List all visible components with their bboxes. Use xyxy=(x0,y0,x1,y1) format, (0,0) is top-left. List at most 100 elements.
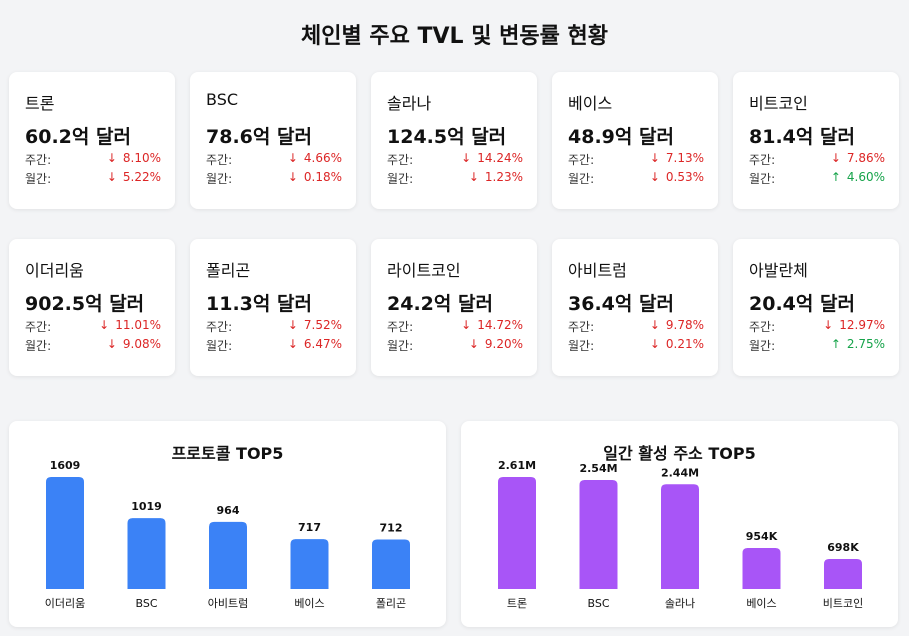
monthly-label: 월간: xyxy=(387,172,414,186)
weekly-change: ↓ 14.24% xyxy=(461,151,523,167)
monthly-change-row: 월간: ↓ 0.21% xyxy=(568,337,704,353)
monthly-change-row: 월간: ↓ 9.20% xyxy=(387,337,523,353)
weekly-change-row: 주간: ↓ 9.78% xyxy=(568,318,704,334)
weekly-change: ↓ 4.66% xyxy=(288,151,342,167)
bar-value-label: 698K xyxy=(827,541,859,554)
weekly-change-pct: 7.52% xyxy=(303,318,342,332)
bar xyxy=(498,477,536,589)
monthly-change: ↓ 9.20% xyxy=(469,337,523,353)
bar xyxy=(209,521,247,589)
monthly-change-row: 월간: ↓ 0.53% xyxy=(568,170,704,186)
monthly-change-pct: 0.21% xyxy=(665,337,704,351)
monthly-change-pct: 0.53% xyxy=(665,170,704,184)
tvl-value: 24.2억 달러 xyxy=(387,293,493,315)
chart-title: 일간 활성 주소 TOP5 xyxy=(603,444,756,463)
chain-card: 아발란체 20.4억 달러 주간: ↓ 12.97% 월간: ↑ 2.75% xyxy=(733,239,899,376)
bar-value-label: 1019 xyxy=(131,500,162,513)
weekly-change: ↓ 8.10% xyxy=(107,151,161,167)
weekly-change-pct: 4.66% xyxy=(303,151,342,165)
weekly-label: 주간: xyxy=(749,320,776,334)
bar-value-label: 954K xyxy=(746,530,778,543)
chain-card: 라이트코인 24.2억 달러 주간: ↓ 14.72% 월간: ↓ 9.20% xyxy=(371,239,537,376)
tvl-value: 81.4억 달러 xyxy=(749,126,855,148)
weekly-change-pct: 11.01% xyxy=(115,318,161,332)
bar xyxy=(579,480,618,589)
weekly-label: 주간: xyxy=(25,153,52,167)
monthly-change-pct: 9.08% xyxy=(122,337,161,351)
chain-name: 아비트럼 xyxy=(568,261,627,280)
down-arrow-icon: ↓ xyxy=(649,170,660,184)
category-label: 트론 xyxy=(507,597,527,610)
chain-card: 비트코인 81.4억 달러 주간: ↓ 7.86% 월간: ↑ 4.60% xyxy=(733,72,899,209)
chain-card: 트론 60.2억 달러 주간: ↓ 8.10% 월간: ↓ 5.22% xyxy=(9,72,175,209)
chain-card: 베이스 48.9억 달러 주간: ↓ 7.13% 월간: ↓ 0.53% xyxy=(552,72,718,209)
monthly-label: 월간: xyxy=(206,339,233,353)
monthly-change-row: 월간: ↑ 4.60% xyxy=(749,170,885,186)
category-label: 폴리곤 xyxy=(376,597,406,610)
bar xyxy=(46,477,84,589)
chain-card: 아비트럼 36.4억 달러 주간: ↓ 9.78% 월간: ↓ 0.21% xyxy=(552,239,718,376)
weekly-change: ↓ 7.52% xyxy=(288,318,342,334)
bar-value-label: 712 xyxy=(380,521,403,534)
monthly-change: ↓ 0.18% xyxy=(288,170,342,186)
monthly-change: ↓ 5.22% xyxy=(107,170,161,186)
chain-name: 라이트코인 xyxy=(387,261,461,280)
monthly-change-pct: 9.20% xyxy=(484,337,523,351)
weekly-label: 주간: xyxy=(387,153,414,167)
down-arrow-icon: ↓ xyxy=(468,170,479,184)
tvl-value: 78.6억 달러 xyxy=(206,126,312,148)
tvl-value: 11.3억 달러 xyxy=(206,293,312,315)
bar xyxy=(661,484,699,589)
monthly-change: ↓ 0.53% xyxy=(650,170,704,186)
category-label: 이더리움 xyxy=(45,597,85,610)
weekly-label: 주간: xyxy=(568,153,595,167)
up-arrow-icon: ↑ xyxy=(830,170,841,184)
monthly-label: 월간: xyxy=(206,172,233,186)
weekly-label: 주간: xyxy=(387,320,414,334)
down-arrow-icon: ↓ xyxy=(649,318,660,332)
weekly-change-pct: 7.13% xyxy=(665,151,704,165)
monthly-label: 월간: xyxy=(25,172,52,186)
monthly-change-row: 월간: ↓ 6.47% xyxy=(206,337,342,353)
monthly-change-pct: 0.18% xyxy=(303,170,342,184)
weekly-change: ↓ 7.86% xyxy=(831,151,885,167)
weekly-change: ↓ 7.13% xyxy=(650,151,704,167)
bar-value-label: 2.44M xyxy=(661,466,699,479)
weekly-change: ↓ 9.78% xyxy=(650,318,704,334)
weekly-change-row: 주간: ↓ 8.10% xyxy=(25,151,161,167)
monthly-change: ↑ 2.75% xyxy=(831,337,885,353)
category-label: 아비트럼 xyxy=(208,597,248,610)
chain-card: 폴리곤 11.3억 달러 주간: ↓ 7.52% 월간: ↓ 6.47% xyxy=(190,239,356,376)
bar xyxy=(290,539,329,589)
bar-value-label: 2.61M xyxy=(498,459,536,472)
chart-title: 프로토콜 TOP5 xyxy=(171,444,284,463)
card-row-2: 이더리움 902.5억 달러 주간: ↓ 11.01% 월간: ↓ 9.08% 폴리… xyxy=(9,239,900,376)
monthly-change-row: 월간: ↑ 2.75% xyxy=(749,337,885,353)
monthly-change-pct: 2.75% xyxy=(846,337,885,351)
weekly-change: ↓ 12.97% xyxy=(823,318,885,334)
chain-name: 베이스 xyxy=(568,94,613,113)
tvl-value: 902.5억 달러 xyxy=(25,293,145,315)
bar-value-label: 717 xyxy=(298,521,321,534)
down-arrow-icon: ↓ xyxy=(823,318,834,332)
down-arrow-icon: ↓ xyxy=(830,151,841,165)
monthly-change-pct: 1.23% xyxy=(484,170,523,184)
weekly-change-row: 주간: ↓ 14.72% xyxy=(387,318,523,334)
up-arrow-icon: ↑ xyxy=(830,337,841,351)
bar-value-label: 1609 xyxy=(50,459,81,472)
chain-name: BSC xyxy=(206,90,239,109)
weekly-label: 주간: xyxy=(206,320,233,334)
chain-card: 이더리움 902.5억 달러 주간: ↓ 11.01% 월간: ↓ 9.08% xyxy=(9,239,175,376)
active-address-top5-chart: 2.61M 트론 2.54M BSC 2.44M 솔라나 954K 베이스 698K 비트코인 xyxy=(498,459,863,610)
monthly-change: ↓ 0.21% xyxy=(650,337,704,353)
weekly-change-row: 주간: ↓ 7.13% xyxy=(568,151,704,167)
monthly-change-pct: 6.47% xyxy=(303,337,342,351)
chain-name: 솔라나 xyxy=(387,94,432,113)
monthly-change-row: 월간: ↓ 5.22% xyxy=(25,170,161,186)
category-label: 비트코인 xyxy=(823,597,863,610)
bar-value-label: 2.54M xyxy=(579,462,617,475)
category-label: BSC xyxy=(135,597,157,610)
chain-name: 이더리움 xyxy=(25,261,84,280)
weekly-change-row: 주간: ↓ 11.01% xyxy=(25,318,161,334)
category-label: 베이스 xyxy=(294,597,324,610)
